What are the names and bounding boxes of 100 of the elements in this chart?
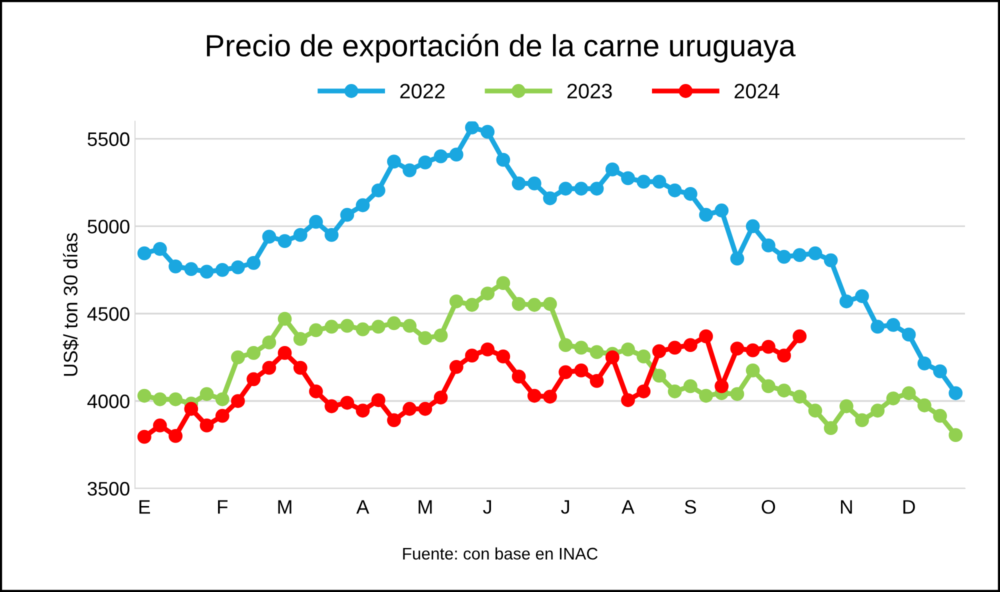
- point: [168, 429, 183, 443]
- point: [293, 332, 308, 346]
- point: [278, 346, 292, 360]
- x-tick-label: F: [218, 500, 228, 514]
- point: [262, 336, 276, 350]
- point: [855, 289, 869, 304]
- point: [714, 379, 729, 394]
- point: [231, 260, 245, 274]
- point: [948, 428, 963, 442]
- point: [137, 246, 152, 260]
- point: [668, 183, 682, 198]
- point: [402, 402, 417, 416]
- point: [153, 242, 167, 256]
- point: [792, 390, 807, 404]
- point: [777, 250, 791, 264]
- point: [324, 399, 339, 414]
- point: [200, 264, 214, 279]
- point: [480, 124, 495, 139]
- point: [200, 387, 214, 401]
- point: [262, 360, 276, 375]
- x-tick-label: A: [356, 500, 370, 514]
- point: [215, 262, 230, 277]
- point: [590, 374, 604, 388]
- x-tick-label: D: [903, 500, 915, 514]
- point: [246, 346, 261, 360]
- point: [808, 246, 822, 260]
- point: [870, 404, 885, 418]
- point: [683, 379, 698, 394]
- point: [558, 338, 573, 352]
- point: [792, 329, 807, 344]
- point: [434, 149, 448, 164]
- point: [340, 396, 354, 410]
- point: [824, 421, 838, 436]
- point: [262, 230, 276, 244]
- point: [761, 379, 776, 394]
- point: [558, 182, 573, 196]
- x-tick-label: N: [841, 500, 852, 514]
- point: [231, 394, 245, 408]
- point: [605, 162, 620, 176]
- y-tick-label: 3500: [88, 482, 130, 496]
- point: [761, 340, 776, 354]
- point: [917, 356, 932, 370]
- point: [730, 387, 744, 401]
- point: [652, 174, 666, 189]
- point: [558, 365, 573, 380]
- point: [902, 328, 916, 342]
- point: [746, 363, 760, 378]
- point: [933, 408, 947, 423]
- point: [418, 402, 432, 416]
- point: [605, 350, 620, 364]
- point: [621, 171, 635, 186]
- x-tick-label: M: [418, 500, 432, 514]
- point: [449, 360, 464, 374]
- point: [246, 372, 261, 386]
- x-tick-label: M: [278, 500, 292, 514]
- point: [340, 318, 354, 333]
- y-tick-label: 5500: [88, 132, 130, 146]
- point: [387, 413, 401, 428]
- point: [324, 228, 339, 242]
- point: [870, 320, 885, 334]
- chart-title: Precio de exportación de la carne uruguaya: [206, 34, 796, 63]
- point: [574, 340, 588, 355]
- point: [153, 418, 167, 432]
- point: [324, 320, 339, 334]
- point: [480, 342, 495, 356]
- point: [543, 191, 557, 206]
- point: [730, 252, 744, 266]
- x-tick-label: E: [139, 500, 150, 514]
- point: [683, 186, 698, 201]
- point: [465, 121, 479, 134]
- point: [527, 298, 542, 312]
- y-tick-label: 4500: [87, 307, 130, 321]
- point: [465, 298, 479, 312]
- point: [714, 204, 729, 218]
- point: [792, 248, 807, 262]
- point: [153, 392, 167, 406]
- point: [574, 363, 588, 378]
- point: [636, 349, 651, 364]
- point: [449, 148, 464, 162]
- point: [668, 384, 682, 398]
- point: [636, 384, 651, 398]
- point: [402, 163, 417, 178]
- point: [683, 338, 698, 352]
- point: [917, 398, 932, 412]
- point: [184, 262, 198, 276]
- point: [746, 343, 760, 358]
- point: [246, 256, 261, 270]
- point: [512, 297, 526, 311]
- x-tick-label: O: [762, 500, 776, 514]
- point: [824, 253, 838, 268]
- point: [387, 316, 401, 330]
- point: [543, 390, 557, 404]
- point: [668, 340, 682, 355]
- source-note: Fuente: con base en INAC: [403, 547, 598, 560]
- point: [168, 259, 183, 274]
- point: [418, 155, 432, 170]
- point: [948, 386, 963, 400]
- point: [449, 294, 464, 308]
- point: [574, 182, 588, 196]
- point: [496, 276, 510, 290]
